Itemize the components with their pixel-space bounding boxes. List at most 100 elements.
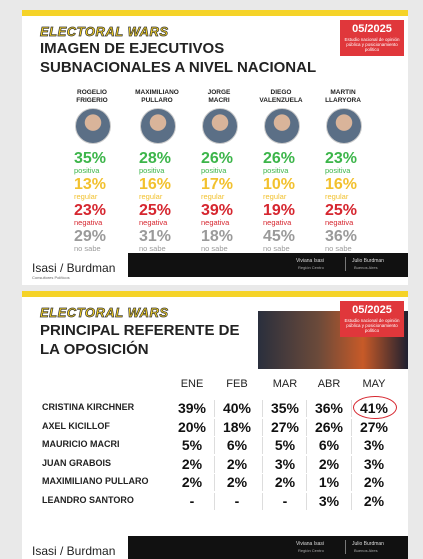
col-divider	[351, 455, 352, 473]
person-name: MAXIMILIANO	[135, 89, 179, 96]
month: ENE	[180, 378, 204, 390]
cell: 2%	[226, 474, 248, 490]
value-label: positiva	[201, 166, 227, 175]
cell: 5%	[181, 437, 203, 453]
value-label: no sabe	[74, 244, 101, 253]
month: MAR	[272, 378, 298, 390]
value: 26%	[201, 150, 234, 167]
cell: 27%	[359, 418, 389, 435]
row-name: LEANDRO SANTORO	[42, 494, 134, 505]
row-name: MAXIMILIANO PULLARO	[42, 476, 149, 486]
col-divider	[262, 455, 263, 473]
title: LA OPOSICIÓN	[40, 341, 149, 358]
value-label: positiva	[74, 166, 100, 175]
separator	[345, 540, 346, 554]
col-divider	[214, 492, 215, 510]
cell: 5%	[274, 437, 296, 453]
value: 26%	[263, 150, 296, 167]
value-label: positiva	[325, 166, 351, 175]
value: 16%	[325, 176, 358, 193]
date: 05/2025	[352, 304, 392, 316]
person-b: Julio Burdman	[352, 258, 384, 264]
col-divider	[214, 437, 215, 454]
value: 16%	[139, 176, 172, 193]
col-divider	[351, 400, 352, 417]
cell: 35%	[270, 400, 300, 416]
col-divider	[306, 492, 307, 510]
value-label: regular	[201, 192, 225, 201]
value-label: regular	[74, 192, 98, 201]
value: 19%	[263, 202, 296, 219]
date-box: 05/2025 Estudio nacional de opinión públi…	[340, 20, 404, 56]
value-label: positiva	[139, 166, 165, 175]
col-divider	[262, 474, 263, 491]
cell: 2%	[181, 474, 203, 490]
value-label: no sabe	[139, 244, 166, 253]
value: 23%	[74, 202, 107, 219]
person-name: VALENZUELA	[259, 97, 303, 104]
col-divider	[351, 437, 352, 454]
brand: ELECTORAL WARS	[40, 305, 169, 321]
cell: 3%	[363, 455, 385, 472]
col-divider	[262, 437, 263, 454]
person-a: Viviana Isasi	[296, 258, 324, 264]
value-label: negativa	[201, 218, 230, 227]
logo-sub: Consultores Políticos	[32, 275, 70, 280]
value-label: no sabe	[325, 244, 352, 253]
col-divider	[214, 400, 215, 417]
month: ABR	[317, 378, 341, 390]
value: 23%	[325, 150, 358, 167]
card-referente: ELECTORAL WARS PRINCIPAL REFERENTE DE LA O…	[22, 291, 408, 559]
person-name: DIEGO	[270, 89, 292, 96]
value: 39%	[201, 202, 234, 219]
photo	[140, 108, 176, 144]
col-divider	[351, 492, 352, 510]
photo	[75, 108, 111, 144]
cell: 2%	[318, 455, 340, 472]
value: 29%	[74, 228, 107, 245]
cell: 40%	[222, 400, 252, 416]
photo	[264, 108, 300, 144]
place-b: Buenos Aires	[354, 265, 378, 270]
title: PRINCIPAL REFERENTE DE	[40, 322, 240, 339]
value: 28%	[139, 150, 172, 167]
cell: -	[282, 492, 288, 509]
value: 45%	[263, 228, 296, 245]
col-divider	[306, 437, 307, 454]
cell: 6%	[226, 437, 248, 453]
value-label: no sabe	[263, 244, 290, 253]
col-divider	[351, 418, 352, 436]
top-bar	[22, 291, 408, 297]
col-divider	[214, 474, 215, 491]
person-b: Julio Burdman	[352, 541, 384, 547]
cell: 20%	[177, 418, 207, 435]
person-name: PULLARO	[141, 97, 173, 104]
title: IMAGEN DE EJECUTIVOS	[40, 40, 225, 57]
col-divider	[214, 418, 215, 436]
row-name: CRISTINA KIRCHNER	[42, 402, 135, 412]
value-label: negativa	[263, 218, 292, 227]
value: 25%	[325, 202, 358, 219]
value-label: positiva	[263, 166, 289, 175]
col-divider	[262, 400, 263, 417]
cell: 2%	[181, 455, 203, 472]
date-box: 05/2025 Estudio nacional de opinión públi…	[340, 301, 404, 337]
col-divider	[214, 455, 215, 473]
person-name: ROGELIO	[77, 89, 107, 96]
row-name: JUAN GRABOIS	[42, 457, 112, 468]
card-image: ELECTORAL WARS IMAGEN DE EJECUTIVOS SUBNAC…	[22, 10, 408, 285]
value: 31%	[139, 228, 172, 245]
value: 35%	[74, 150, 107, 167]
separator	[345, 257, 346, 271]
footer-bar: Viviana Isasi Región Centro Julio Burdman B…	[128, 536, 408, 559]
cell: 2%	[226, 455, 248, 472]
highlight	[353, 396, 397, 419]
value-label: regular	[139, 192, 163, 201]
place-a: Región Centro	[298, 265, 324, 270]
logo: Isasi / Burdman	[32, 261, 116, 275]
value: 36%	[325, 228, 358, 245]
col-divider	[306, 418, 307, 436]
row-name: MAURICIO MACRI	[42, 439, 120, 449]
person-name: LLARYORA	[325, 97, 361, 104]
